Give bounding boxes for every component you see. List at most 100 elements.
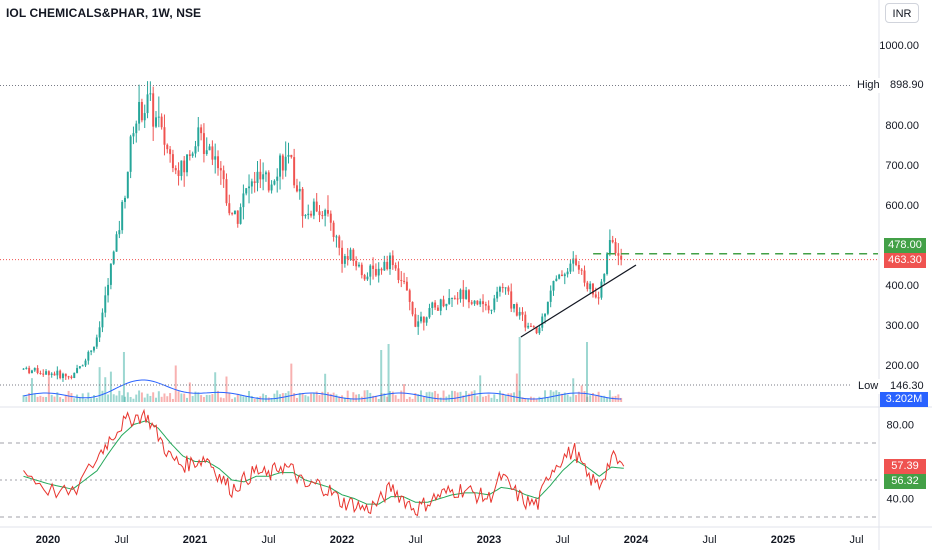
- candle-body: [25, 367, 28, 369]
- candle-body: [397, 268, 400, 280]
- volume-bar: [36, 396, 39, 402]
- candle-body: [22, 368, 25, 370]
- volume-bar: [177, 391, 180, 402]
- volume-bar: [583, 391, 586, 402]
- candle-body: [459, 289, 462, 300]
- currency-button[interactable]: INR: [885, 3, 919, 23]
- volume-bars: [22, 337, 623, 402]
- volume-bar: [250, 395, 253, 402]
- candle-body: [53, 373, 56, 376]
- candle-body: [318, 211, 321, 216]
- volume-bar: [431, 392, 434, 402]
- candle-body: [188, 154, 191, 156]
- candle-body: [222, 170, 225, 180]
- candle-body: [507, 287, 510, 292]
- volume-spike: [518, 337, 521, 402]
- volume-bar: [129, 396, 132, 402]
- candle-body: [586, 282, 589, 290]
- candle-body: [611, 240, 614, 243]
- volume-bar: [363, 390, 366, 402]
- candle-body: [411, 301, 414, 315]
- candle-body: [600, 281, 603, 298]
- candle-body: [107, 284, 110, 296]
- volume-bar: [366, 390, 369, 402]
- volume-bar: [324, 373, 327, 402]
- candle-body: [467, 290, 470, 303]
- low-value: 146.30: [890, 380, 924, 392]
- candle-body: [205, 150, 208, 154]
- candle-body: [104, 295, 107, 313]
- volume-bar: [417, 394, 420, 402]
- candle-body: [312, 201, 315, 216]
- volume-bar: [135, 394, 138, 402]
- time-axis-label: 2022: [330, 534, 354, 546]
- candle-body: [149, 93, 152, 95]
- volume-bar: [284, 393, 287, 402]
- candle-body: [177, 170, 180, 176]
- candle-body: [408, 290, 411, 302]
- volume-bar: [521, 397, 524, 402]
- volume-bar: [242, 396, 245, 402]
- candle-body: [580, 269, 583, 271]
- volume-bar: [245, 396, 248, 402]
- candle-body: [208, 146, 211, 151]
- candle-body: [245, 188, 248, 194]
- rsi-value-badge: 57.39: [884, 459, 926, 474]
- volume-bar: [383, 393, 386, 402]
- volume-bar: [53, 396, 56, 402]
- candle-body: [558, 274, 561, 279]
- volume-bar: [507, 393, 510, 402]
- candle-body: [166, 144, 169, 150]
- candle-body: [476, 300, 479, 305]
- candle-body: [138, 101, 141, 124]
- candle-body: [98, 327, 101, 338]
- candle-body: [431, 302, 434, 309]
- candle-body: [129, 136, 132, 172]
- candle-body: [555, 278, 558, 281]
- volume-bar: [470, 391, 473, 402]
- volume-bar: [473, 390, 476, 402]
- candle-body: [436, 307, 439, 311]
- volume-bar: [380, 393, 383, 402]
- candle-body: [394, 265, 397, 269]
- volume-bar: [61, 398, 64, 402]
- volume-bar: [290, 363, 293, 402]
- candle-body: [211, 146, 214, 160]
- volume-bar: [496, 398, 499, 402]
- price-tick-label: 1000.00: [879, 40, 919, 52]
- candle-body: [597, 297, 600, 299]
- candle-body: [617, 253, 620, 256]
- volume-bar: [608, 390, 611, 402]
- volume-bar: [586, 396, 589, 402]
- volume-bar: [124, 396, 126, 402]
- volume-bar: [115, 395, 118, 402]
- candle-body: [279, 155, 282, 177]
- volume-bar: [372, 395, 375, 402]
- candle-body: [28, 367, 31, 374]
- volume-bar: [42, 396, 45, 402]
- volume-bar: [515, 373, 518, 402]
- candle-body: [61, 373, 64, 379]
- volume-bar: [335, 394, 338, 402]
- volume-bar: [50, 394, 53, 402]
- volume-bar: [270, 398, 273, 402]
- candle-body: [242, 193, 245, 208]
- candle-body: [233, 210, 236, 215]
- candle-body: [400, 279, 403, 281]
- candle-body: [372, 265, 375, 270]
- candle-body: [538, 327, 541, 334]
- candle-body: [146, 94, 149, 114]
- volume-bar: [338, 396, 341, 402]
- volume-bar: [436, 393, 439, 402]
- candle-body: [338, 236, 341, 248]
- candle-body: [45, 371, 48, 375]
- candle-body: [256, 171, 259, 183]
- volume-bar: [560, 393, 563, 402]
- volume-bar: [47, 376, 50, 402]
- candle-body: [310, 213, 313, 216]
- candle-body: [451, 297, 454, 299]
- time-axis-label: 2025: [771, 534, 795, 546]
- time-axis-label: Jul: [555, 534, 569, 546]
- candle-body: [482, 301, 485, 305]
